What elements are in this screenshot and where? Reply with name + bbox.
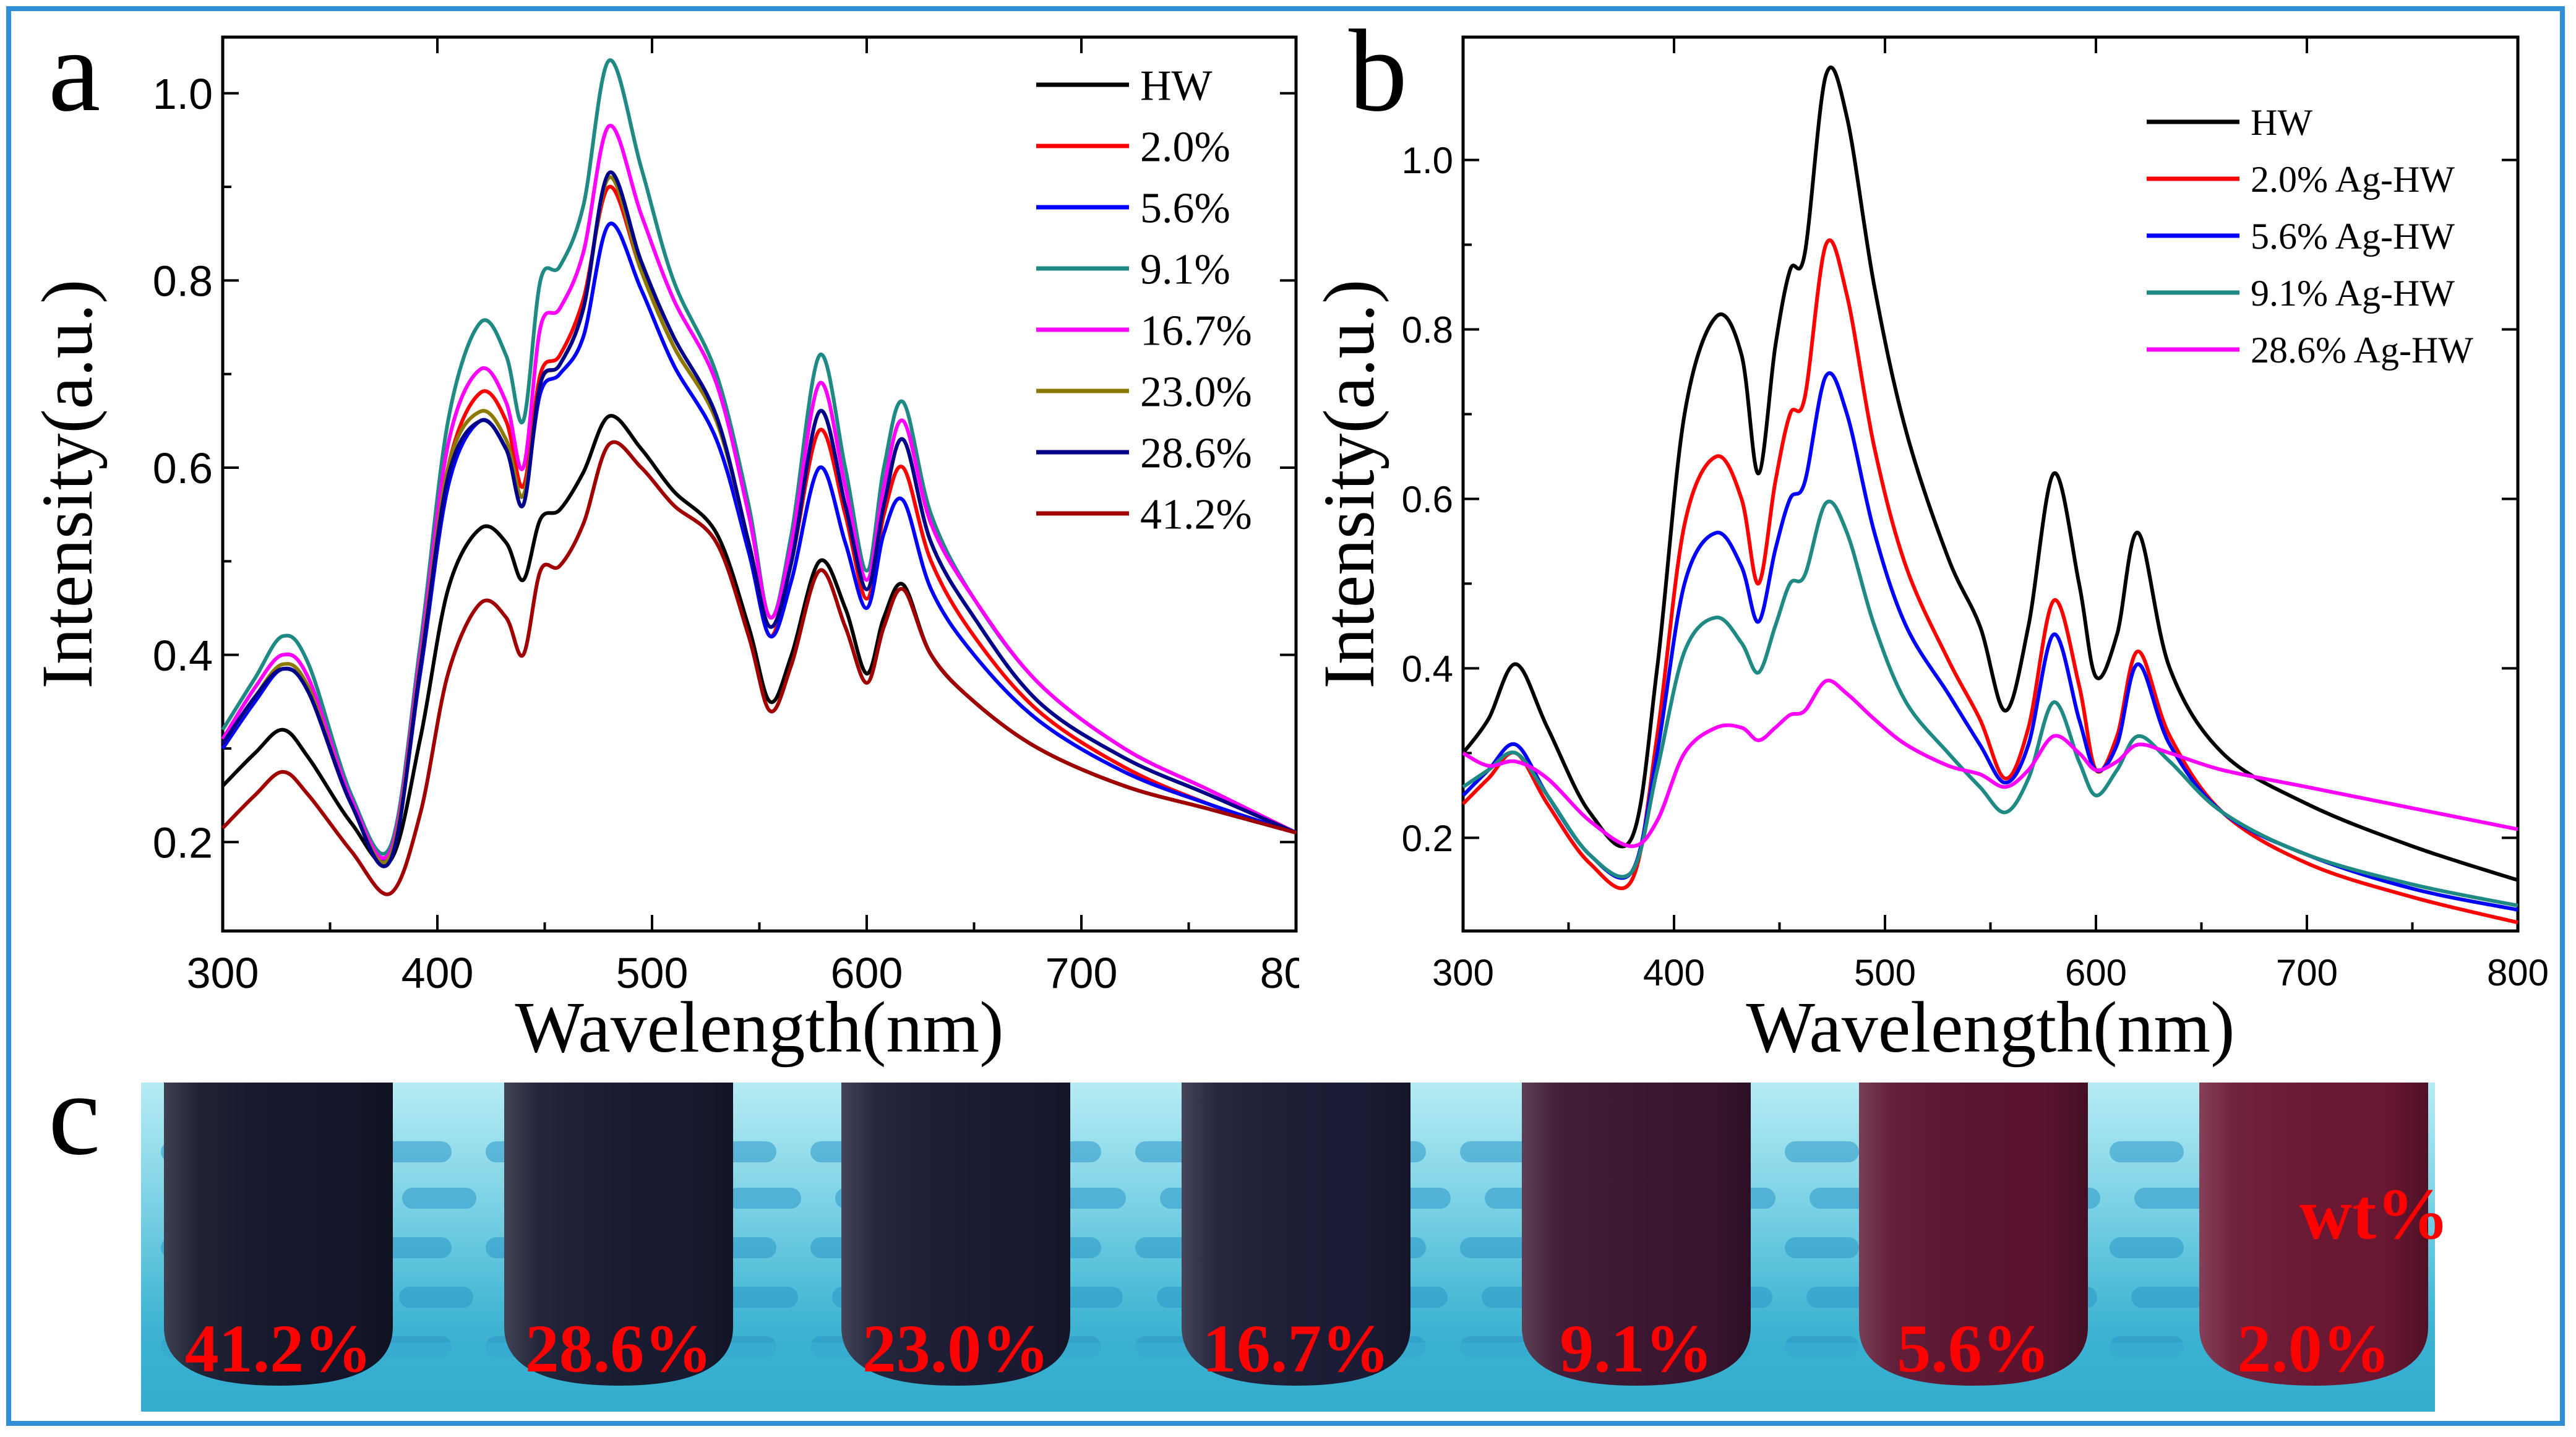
rack-hole: [402, 1188, 476, 1209]
x-axis-label-a: Wavelength(nm): [515, 987, 1004, 1068]
y-tick-label-b: 0.8: [1402, 309, 1453, 351]
rack-hole: [2110, 1141, 2184, 1162]
panel-label-a: a: [48, 6, 100, 136]
rack-hole: [1460, 1237, 1534, 1258]
legend-label-a: 23.0%: [1140, 369, 1252, 416]
series-line-a: [221, 124, 1297, 860]
series-line-b: [1461, 238, 2518, 925]
series-line-a: [221, 221, 1297, 864]
series-line-a: [221, 185, 1297, 860]
legend-label-a: 16.7%: [1140, 307, 1252, 355]
series-line-a: [221, 170, 1297, 869]
tube-concentration-label: 9.1%: [1560, 1311, 1713, 1386]
panel-label-c: c: [48, 1052, 100, 1180]
rack-hole: [1785, 1141, 1859, 1162]
series-line-b: [1461, 65, 2518, 882]
legend-label-a: 28.6%: [1140, 430, 1252, 478]
x-tick-label-a: 700: [1045, 949, 1118, 997]
x-tick-label-b: 400: [1643, 952, 1705, 993]
legend-label-a: 2.0%: [1140, 124, 1230, 171]
legend-label-b: 9.1% Ag-HW: [2251, 273, 2455, 314]
x-tick-label-b: 600: [2065, 952, 2127, 993]
y-axis-label-a: Intensity(a.u.): [27, 280, 108, 689]
chart-b: b 300 400 500 600 700 800 0.2 0.4 0.6 0.8 1.0 Wavel…: [1308, 6, 2549, 1068]
series-line-a: [221, 175, 1297, 865]
y-axis-label-b: Intensity(a.u.): [1308, 280, 1389, 689]
rack-hole: [377, 1141, 452, 1162]
x-tick-label-a: 400: [401, 949, 474, 997]
tube-concentration-label: 16.7%: [1203, 1311, 1390, 1386]
legend-label-b: 2.0% Ag-HW: [2251, 159, 2455, 200]
y-tick-label-b: 0.2: [1402, 818, 1453, 859]
wt-percent-label: wt%: [2299, 1173, 2450, 1255]
x-tick-label-a: 600: [831, 949, 903, 997]
cuvette-photo-panel: c 41.2% 28.6% 23.0% 16.7% 9.1% 5.6% 2.0% wt%: [48, 1052, 2450, 1412]
tube-concentration-label: 2.0%: [2237, 1311, 2390, 1386]
rack-hole: [724, 1287, 798, 1308]
y-tick-label-a: 0.8: [153, 257, 213, 306]
legend-label-b: 5.6% Ag-HW: [2251, 216, 2455, 257]
legend-label-b: HW: [2251, 102, 2312, 143]
plot-area-a: 300 400 500 600 700 800 0.2 0.4 0.6 0.8 1.0 Wavelen…: [27, 35, 1299, 1068]
y-tick-label-b: 0.4: [1402, 648, 1453, 690]
y-tick-label-a: 0.6: [153, 444, 213, 492]
tube-row: 41.2% 28.6% 23.0% 16.7% 9.1% 5.6% 2.0%: [164, 1083, 2428, 1386]
rack-hole: [2131, 1287, 2205, 1308]
series-line-b: [1462, 679, 2518, 848]
x-tick-label-b: 700: [2276, 952, 2338, 993]
legend-label-a: 5.6%: [1140, 185, 1230, 233]
chart-a: a 300 400 500 600 700 800 0.2 0.4 0.6 0.8 1.0 Wavel…: [27, 6, 1299, 1068]
x-tick-label-b: 800: [2487, 952, 2549, 993]
series-line-b: [1461, 371, 2518, 912]
y-tick-label-a: 0.4: [153, 632, 213, 680]
tube-highlight: [1522, 1083, 1751, 1386]
rack-hole: [399, 1287, 473, 1308]
rack-hole: [377, 1237, 452, 1258]
x-axis-label-b: Wavelength(nm): [1746, 987, 2235, 1068]
legend-label-b: 28.6% Ag-HW: [2251, 330, 2473, 371]
rack-hole: [2110, 1237, 2184, 1258]
tube-concentration-label: 28.6%: [525, 1311, 713, 1386]
panel-label-b: b: [1349, 6, 1407, 136]
figure-frame: [6, 6, 2565, 1426]
rack-hole: [1785, 1237, 1859, 1258]
tube-highlight: [1859, 1083, 2088, 1386]
legend-label-a: 41.2%: [1140, 491, 1252, 539]
x-tick-label-a: 500: [616, 949, 689, 997]
plot-frame-a: [221, 35, 1298, 933]
rack-hole: [1460, 1141, 1534, 1162]
tube-concentration-label: 23.0%: [862, 1311, 1050, 1386]
legend-label-a: HW: [1140, 62, 1213, 110]
tube-concentration-label: 41.2%: [185, 1311, 372, 1386]
tube-highlight: [1182, 1083, 1410, 1386]
plot-area-b: 300 400 500 600 700 800 0.2 0.4 0.6 0.8 1.0 Wavelen…: [1308, 35, 2549, 1068]
tube-highlight: [841, 1083, 1070, 1386]
series-line-a: [221, 440, 1297, 896]
legend-label-a: 9.1%: [1140, 246, 1230, 294]
series-line-a: [221, 58, 1297, 856]
y-tick-label-a: 0.2: [153, 818, 213, 867]
x-tick-label-a: 800: [1260, 949, 1299, 997]
y-tick-label-b: 1.0: [1402, 140, 1453, 181]
rack-hole: [2134, 1188, 2209, 1209]
rack-hole: [727, 1188, 801, 1209]
tube-concentration-label: 5.6%: [1897, 1311, 2050, 1386]
x-tick-label-a: 300: [187, 949, 259, 997]
x-tick-label-b: 300: [1432, 952, 1494, 993]
tube-highlight: [504, 1083, 733, 1386]
y-tick-label-b: 0.6: [1402, 479, 1453, 520]
series-line-a: [221, 414, 1297, 866]
tube-highlight: [2199, 1083, 2428, 1386]
x-tick-label-b: 500: [1854, 952, 1916, 993]
tube-highlight: [164, 1083, 393, 1386]
y-tick-label-a: 1.0: [153, 70, 213, 118]
